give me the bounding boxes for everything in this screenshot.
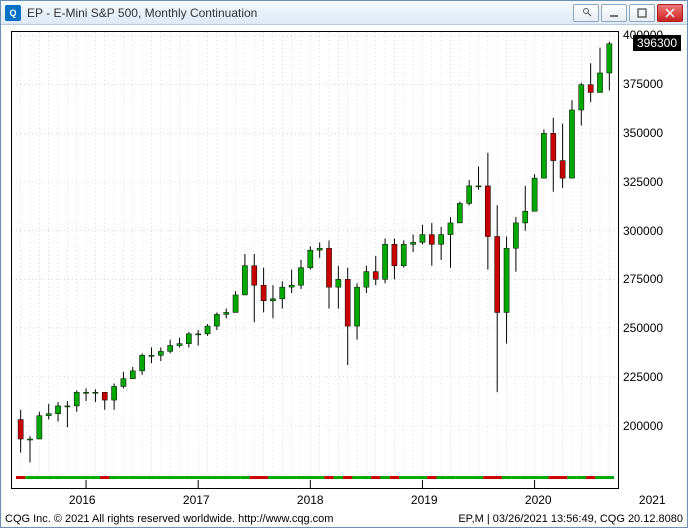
y-tick-label: 250000	[623, 321, 663, 335]
copyright-text: CQG Inc. © 2021 All rights reserved worl…	[5, 513, 333, 525]
y-axis-labels: 200000 225000 250000 275000 300000 325000 3500…	[623, 31, 681, 489]
chart-area[interactable]: 200000 225000 250000 275000 300000 325000 3500…	[1, 25, 687, 511]
statusbar: CQG Inc. © 2021 All rights reserved worl…	[1, 511, 687, 527]
x-axis-labels: 201620172018201920202021	[11, 491, 619, 507]
window-title: EP - E-Mini S&P 500, Monthly Continuatio…	[27, 6, 573, 20]
y-tick-label: 375000	[623, 77, 663, 91]
y-tick-label: 325000	[623, 175, 663, 189]
y-tick-label: 225000	[623, 370, 663, 384]
x-tick-label: 2018	[297, 493, 324, 507]
x-tick-label: 2020	[525, 493, 552, 507]
minimize-button[interactable]	[601, 4, 627, 22]
x-tick-label: 2016	[69, 493, 96, 507]
app-icon: Q	[5, 5, 21, 21]
titlebar[interactable]: Q EP - E-Mini S&P 500, Monthly Continuat…	[1, 1, 687, 25]
y-tick-label: 300000	[623, 224, 663, 238]
x-tick-label: 2019	[411, 493, 438, 507]
y-tick-label: 275000	[623, 272, 663, 286]
plot[interactable]	[11, 31, 619, 489]
close-button[interactable]	[657, 4, 683, 22]
help-button[interactable]	[573, 4, 599, 22]
y-tick-label: 350000	[623, 126, 663, 140]
x-tick-label: 2021	[639, 493, 666, 507]
x-tick-label: 2017	[183, 493, 210, 507]
window-frame: Q EP - E-Mini S&P 500, Monthly Continuat…	[0, 0, 688, 528]
y-tick-label: 200000	[623, 419, 663, 433]
last-price-tag: 396300	[633, 35, 681, 51]
maximize-button[interactable]	[629, 4, 655, 22]
status-right: EP,M | 03/26/2021 13:56:49, CQG 20.12.80…	[458, 513, 683, 525]
window-controls	[573, 4, 683, 22]
